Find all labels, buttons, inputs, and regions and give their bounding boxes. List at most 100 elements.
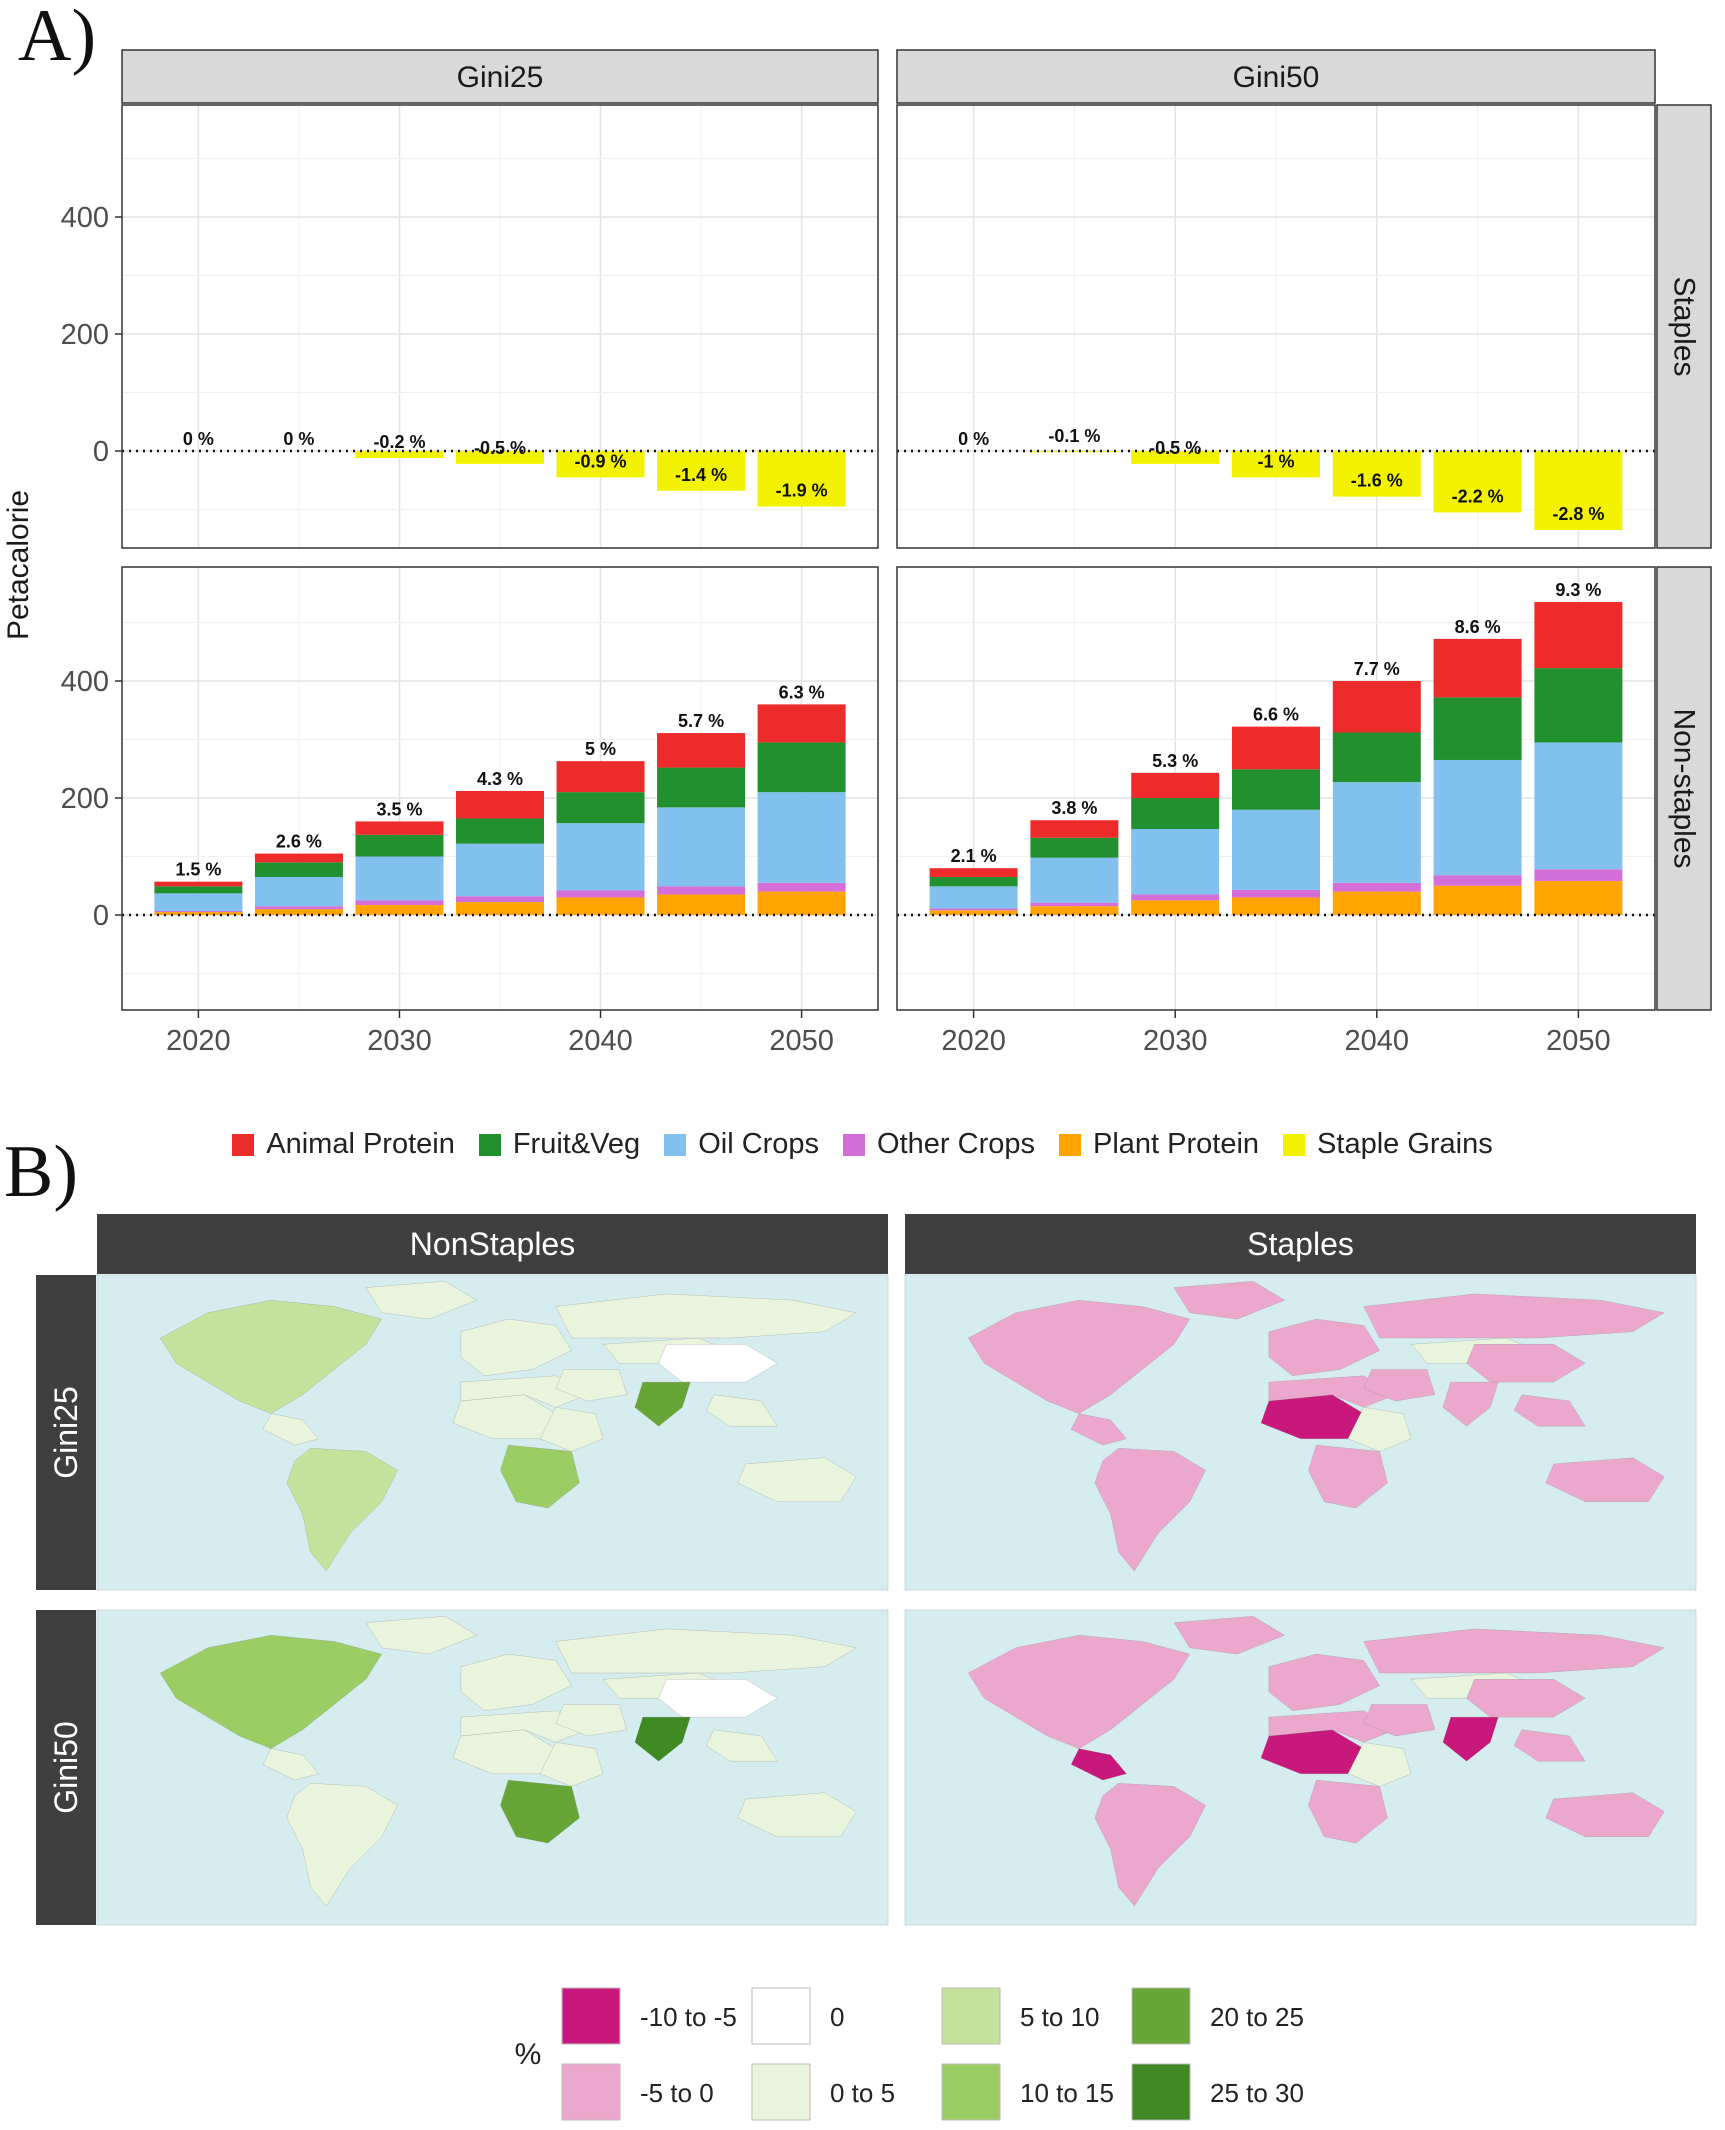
bar-segment-animal-protein (1534, 602, 1623, 669)
bar-data-label: -1 % (1257, 451, 1294, 471)
bar-segment-plant-protein (1534, 881, 1623, 915)
bar-segment-animal-protein (154, 881, 243, 887)
legend-item: Oil Crops (664, 1128, 819, 1161)
region-north-america (160, 1635, 381, 1748)
bar-segment-oil-crops (355, 856, 444, 901)
bar-data-label: -0.5 % (474, 438, 526, 458)
bar-segment-other-crops (1232, 889, 1320, 898)
region-southeast-asia (706, 1395, 777, 1427)
region-east-africa (540, 1407, 603, 1451)
region-north-america (968, 1300, 1189, 1413)
map-facet-strip (905, 1214, 1696, 1274)
bar-segment-oil-crops (929, 886, 1018, 909)
bar-segment-other-crops (1433, 875, 1522, 886)
bar-data-label: 5.3 % (1152, 751, 1198, 771)
region-russia (1364, 1629, 1665, 1673)
region-europe (1269, 1654, 1380, 1711)
legend-swatch (478, 1133, 501, 1156)
bar-data-label: -0.2 % (373, 432, 425, 452)
region-greenland (1174, 1616, 1285, 1654)
map-legend-label: 0 to 5 (830, 2078, 895, 2108)
bar-segment-fruit-veg (154, 886, 243, 894)
map-legend-label: -10 to -5 (640, 2002, 737, 2032)
map-legend-swatch (751, 2063, 811, 2121)
legend-label: Staple Grains (1317, 1128, 1493, 1160)
bar-segment-animal-protein (254, 853, 343, 863)
map-legend-label: 0 (830, 2002, 844, 2032)
map-legend-label: 25 to 30 (1210, 2078, 1304, 2108)
bar-segment-staple-grains (1332, 451, 1421, 497)
region-greenland (366, 1281, 477, 1319)
facet-strip-label: Gini25 (457, 61, 544, 94)
region-east-africa (540, 1742, 603, 1786)
bar-segment-fruit-veg (1332, 732, 1421, 783)
bar-data-label: -2.2 % (1452, 486, 1504, 506)
region-russia (556, 1629, 857, 1673)
bar-segment-staple-grains (1433, 451, 1522, 513)
legend-item: Fruit&Veg (478, 1128, 641, 1161)
region-east-africa (1348, 1742, 1411, 1786)
bar-data-label: -2.8 % (1552, 504, 1604, 524)
legend-item: Animal Protein (232, 1128, 455, 1161)
bar-segment-animal-protein (456, 790, 544, 819)
bar-data-label: 2.6 % (276, 832, 322, 852)
bar-segment-plant-protein (1131, 900, 1220, 915)
panel-b-label: B) (4, 1131, 78, 1213)
bar-segment-fruit-veg (355, 834, 444, 857)
bar-segment-oil-crops (254, 876, 343, 907)
bar-segment-animal-protein (1232, 726, 1320, 770)
x-tick-label: 2030 (1143, 1025, 1208, 1057)
bar-segment-oil-crops (1433, 759, 1522, 876)
region-russia (556, 1294, 857, 1338)
bar-segment-other-crops (1534, 869, 1623, 882)
map-facet-strip-label: Gini25 (48, 1386, 84, 1479)
bar-segment-oil-crops (657, 807, 746, 887)
x-tick-label: 2050 (769, 1025, 834, 1057)
bar-segment-oil-crops (1131, 829, 1220, 895)
region-russia (1364, 1294, 1665, 1338)
map-legend-swatch (561, 2063, 621, 2121)
bar-data-label: 0 % (958, 429, 989, 449)
region-middle-east (556, 1705, 627, 1737)
region-southern-africa (1308, 1445, 1387, 1508)
bar-segment-fruit-veg (657, 767, 746, 808)
region-central-america (1071, 1414, 1126, 1446)
map-legend-title: % (515, 2038, 542, 2071)
legend-label: Oil Crops (698, 1128, 820, 1160)
legend-swatch (843, 1133, 866, 1156)
bar-legend: Animal Protein Fruit&Veg Oil Crops Other Cr… (0, 1128, 1725, 1164)
map-legend-label: 20 to 25 (1210, 2002, 1304, 2032)
map-facet-strip (36, 1275, 96, 1590)
legend-swatch (232, 1133, 255, 1156)
region-europe (1269, 1319, 1380, 1376)
legend-label: Plant Protein (1093, 1128, 1260, 1160)
facet-strip-label: Non-staples (1668, 708, 1701, 868)
region-india (1443, 1717, 1498, 1761)
bar-segment-animal-protein (657, 733, 746, 768)
region-australia (1546, 1793, 1665, 1837)
region-southeast-asia (1514, 1395, 1585, 1427)
facet-strip-gini50 (896, 49, 1656, 104)
region-south-america (287, 1448, 398, 1571)
region-central-america (1071, 1749, 1126, 1781)
bar-segment-animal-protein (1030, 820, 1119, 838)
bar-data-label: 8.6 % (1455, 617, 1501, 637)
bar-data-label: 4.3 % (477, 769, 523, 789)
bar-segment-animal-protein (1433, 638, 1522, 698)
region-middle-east (556, 1370, 627, 1402)
panel-border (121, 104, 879, 549)
y-axis-title: Petacalorie (2, 490, 35, 640)
x-tick-label: 2030 (367, 1025, 432, 1057)
x-tick-label: 2020 (166, 1025, 231, 1057)
region-south-america (287, 1783, 398, 1906)
legend-label: Fruit&Veg (512, 1128, 641, 1160)
bar-segment-oil-crops (456, 843, 544, 897)
map-land-group (968, 1616, 1664, 1906)
region-north-america (968, 1635, 1189, 1748)
bar-segment-plant-protein (1433, 885, 1522, 915)
bar-segment-plant-protein (1332, 891, 1421, 915)
map-legend-label: 5 to 10 (1020, 2002, 1100, 2032)
bar-segment-fruit-veg (1534, 668, 1623, 743)
bar-segment-staple-grains (1232, 451, 1320, 478)
bar-segment-other-crops (556, 890, 645, 898)
